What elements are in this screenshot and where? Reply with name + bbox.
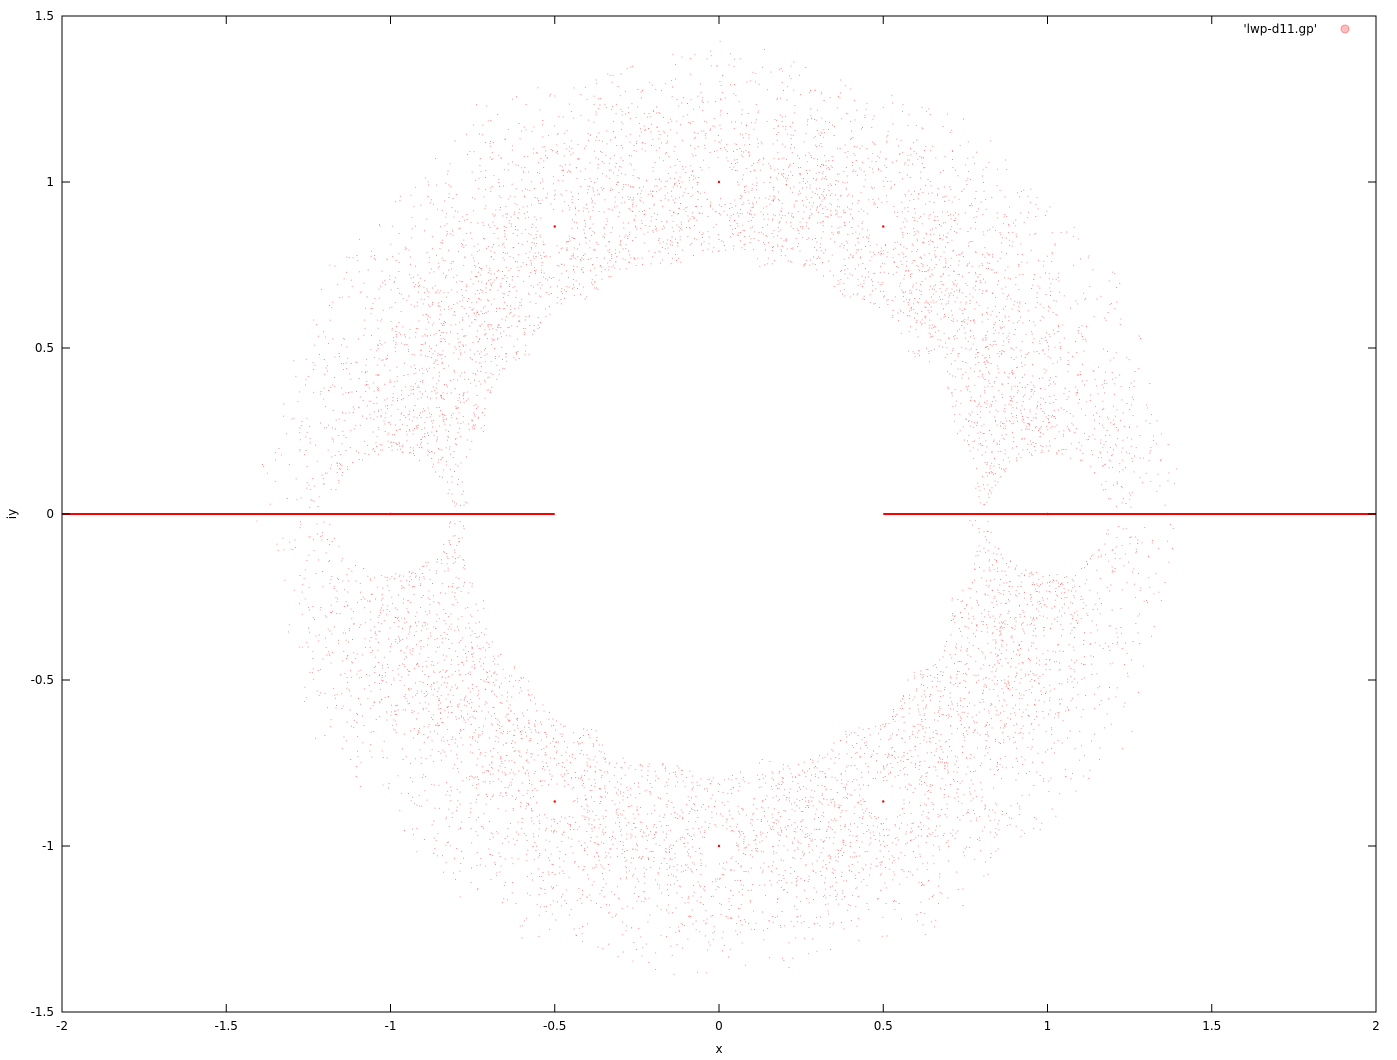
hole-center-point bbox=[553, 800, 556, 803]
x-tick-label: -2 bbox=[56, 1019, 68, 1033]
hole-center-point bbox=[717, 844, 721, 848]
legend-marker bbox=[1340, 24, 1350, 34]
hole-center-point bbox=[717, 180, 721, 184]
y-tick-label: -1 bbox=[42, 839, 54, 853]
hole-center-point bbox=[882, 225, 885, 228]
hole-center-point bbox=[553, 225, 556, 228]
legend: 'lwp-d11.gp' bbox=[1243, 22, 1350, 36]
legend-entry-label: 'lwp-d11.gp' bbox=[1243, 22, 1317, 36]
hole-center-point bbox=[1046, 512, 1049, 516]
scatter-series-points bbox=[256, 40, 1177, 975]
x-tick-label: -1 bbox=[385, 1019, 397, 1033]
y-tick-label: 0.5 bbox=[35, 341, 54, 355]
y-axis-label: iy bbox=[5, 509, 19, 519]
hole-center-point bbox=[882, 800, 885, 803]
y-tick-label: 1 bbox=[46, 175, 54, 189]
x-tick-label: 1 bbox=[1044, 1019, 1052, 1033]
y-axis: -1.5 -1 -0.5 0 0.5 1 1.5 bbox=[31, 9, 1376, 1019]
y-tick-label: -0.5 bbox=[31, 673, 54, 687]
hole-center-point bbox=[389, 512, 392, 516]
x-axis-label: x bbox=[715, 1042, 722, 1056]
x-tick-label: 2 bbox=[1372, 1019, 1380, 1033]
x-tick-label: 0.5 bbox=[874, 1019, 893, 1033]
y-tick-label: 0 bbox=[46, 507, 54, 521]
x-tick-label: 1.5 bbox=[1202, 1019, 1221, 1033]
x-tick-label: -0.5 bbox=[543, 1019, 566, 1033]
scatter-points bbox=[62, 40, 1376, 975]
y-tick-label: 1.5 bbox=[35, 9, 54, 23]
x-tick-label: -1.5 bbox=[215, 1019, 238, 1033]
x-axis: -2 -1.5 -1 -0.5 0 0.5 1 1.5 2 bbox=[56, 16, 1380, 1033]
x-tick-label: 0 bbox=[715, 1019, 723, 1033]
y-tick-label: -1.5 bbox=[31, 1005, 54, 1019]
